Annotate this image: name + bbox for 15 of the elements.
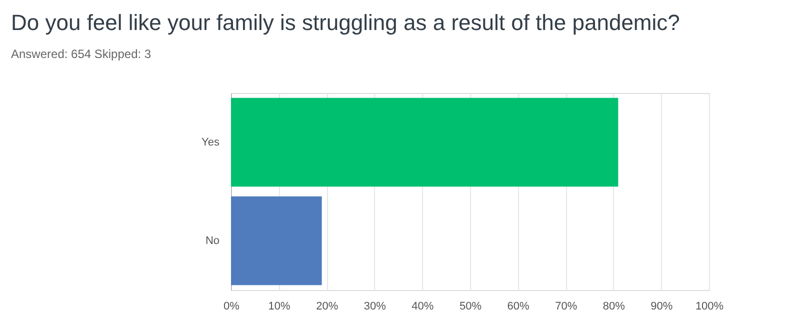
x-tick-label: 90% (650, 300, 673, 312)
x-tick-label: 10% (268, 300, 291, 312)
x-tick-label: 100% (695, 300, 724, 312)
x-tick-label: 30% (364, 300, 386, 312)
x-tick-label: 0% (224, 300, 240, 312)
x-tick-label: 80% (602, 300, 626, 312)
x-tick-label: 70% (555, 300, 578, 312)
x-tick-label: 50% (459, 300, 482, 312)
x-tick-label: 20% (316, 300, 338, 312)
text: Answered: 654 Skipped: 3 (11, 47, 152, 61)
x-tick-label: 60% (507, 300, 530, 312)
chart-title: Do you feel like your family is struggling as a result of the pandemic? (11, 10, 680, 35)
y-tick-label: No (205, 234, 220, 247)
y-tick-label: Yes (202, 136, 220, 148)
x-tick-label: 40% (412, 300, 434, 312)
